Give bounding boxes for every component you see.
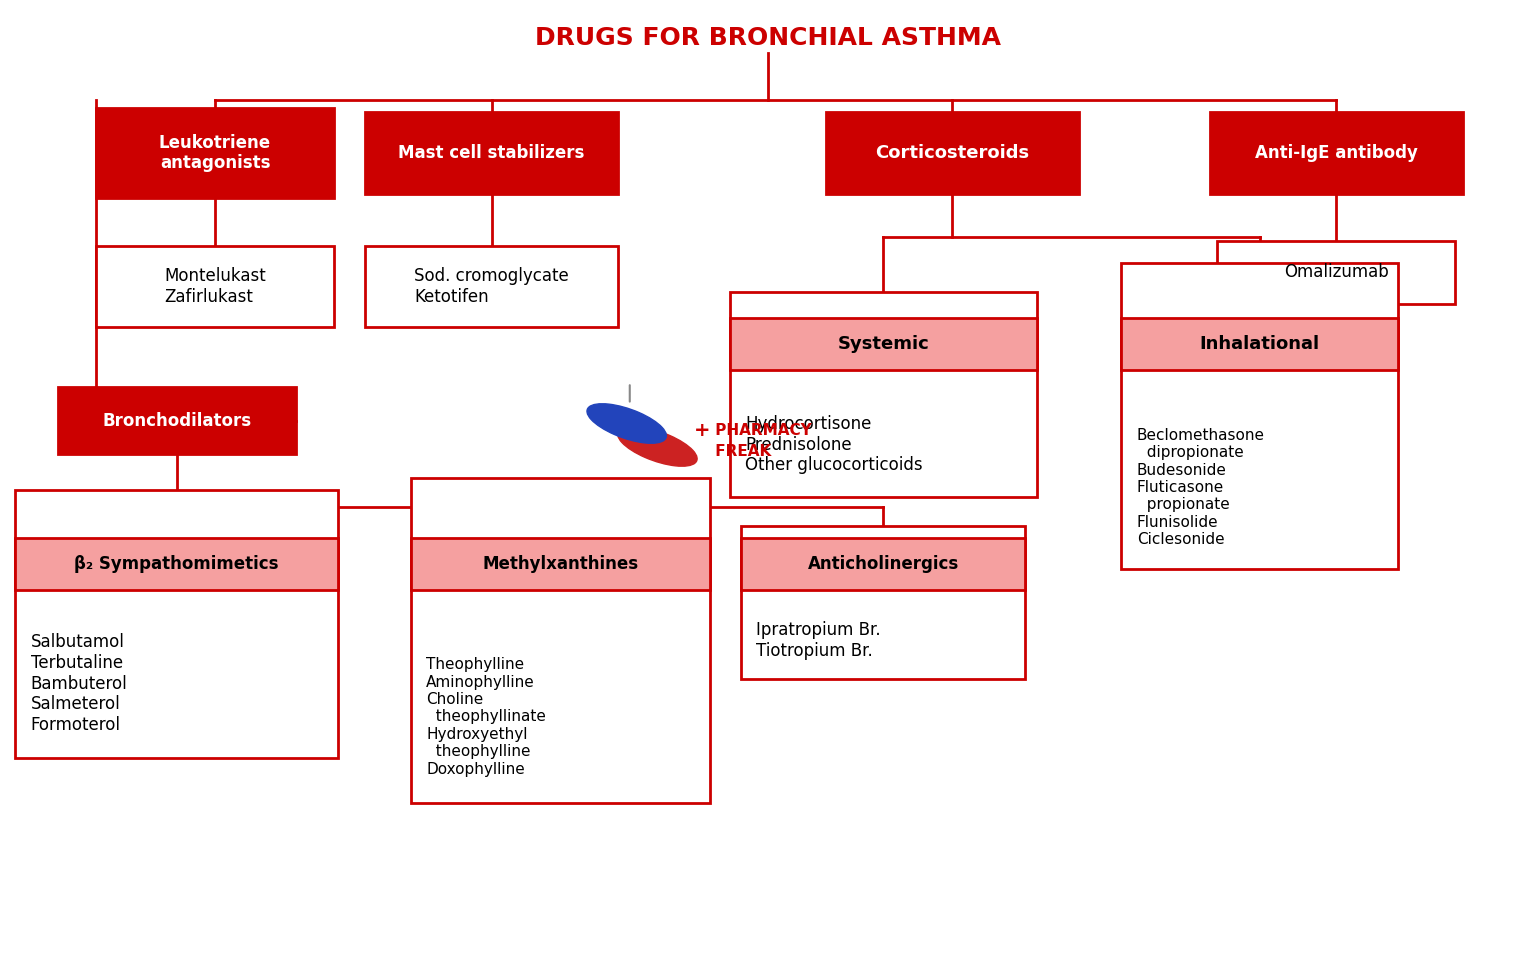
FancyBboxPatch shape bbox=[1209, 113, 1462, 194]
Text: Mast cell stabilizers: Mast cell stabilizers bbox=[398, 144, 585, 162]
Text: Anticholinergics: Anticholinergics bbox=[808, 555, 958, 573]
Text: Omalizumab: Omalizumab bbox=[1284, 264, 1389, 281]
Text: β₂ Sympathomimetics: β₂ Sympathomimetics bbox=[74, 555, 280, 573]
Text: +: + bbox=[694, 421, 711, 440]
Text: Hydrocortisone
Prednisolone
Other glucocorticoids: Hydrocortisone Prednisolone Other glucoc… bbox=[745, 415, 923, 474]
Ellipse shape bbox=[617, 426, 697, 467]
FancyBboxPatch shape bbox=[364, 247, 617, 328]
Text: PHARMACY: PHARMACY bbox=[710, 423, 811, 438]
FancyBboxPatch shape bbox=[1121, 263, 1398, 569]
FancyBboxPatch shape bbox=[58, 387, 295, 454]
Text: Bronchodilators: Bronchodilators bbox=[101, 412, 252, 429]
Ellipse shape bbox=[587, 403, 667, 444]
Text: Leukotriene
antagonists: Leukotriene antagonists bbox=[160, 134, 270, 172]
FancyBboxPatch shape bbox=[97, 247, 335, 328]
Text: Systemic: Systemic bbox=[837, 336, 929, 353]
Text: Anti-IgE antibody: Anti-IgE antibody bbox=[1255, 144, 1418, 162]
Text: Sod. cromoglycate
Ketotifen: Sod. cromoglycate Ketotifen bbox=[415, 268, 568, 306]
FancyBboxPatch shape bbox=[15, 538, 338, 591]
FancyBboxPatch shape bbox=[364, 113, 617, 194]
FancyBboxPatch shape bbox=[730, 292, 1037, 497]
Text: Beclomethasone
  dipropionate
Budesonide
Fluticasone
  propionate
Flunisolide
Ci: Beclomethasone dipropionate Budesonide F… bbox=[1137, 428, 1264, 547]
FancyBboxPatch shape bbox=[825, 113, 1078, 194]
FancyBboxPatch shape bbox=[15, 489, 338, 757]
Text: Salbutamol
Terbutaline
Bambuterol
Salmeterol
Formoterol: Salbutamol Terbutaline Bambuterol Salmet… bbox=[31, 633, 127, 734]
Text: Ipratropium Br.
Tiotropium Br.: Ipratropium Br. Tiotropium Br. bbox=[756, 621, 882, 660]
Text: Theophylline
Aminophylline
Choline
  theophyllinate
Hydroxyethyl
  theophylline
: Theophylline Aminophylline Choline theop… bbox=[425, 658, 547, 776]
Text: Inhalational: Inhalational bbox=[1200, 336, 1319, 353]
FancyBboxPatch shape bbox=[730, 317, 1037, 370]
FancyBboxPatch shape bbox=[740, 526, 1026, 679]
FancyBboxPatch shape bbox=[740, 538, 1026, 591]
FancyBboxPatch shape bbox=[410, 478, 710, 803]
FancyBboxPatch shape bbox=[1121, 317, 1398, 370]
FancyBboxPatch shape bbox=[410, 538, 710, 591]
Text: DRUGS FOR BRONCHIAL ASTHMA: DRUGS FOR BRONCHIAL ASTHMA bbox=[535, 26, 1001, 51]
FancyBboxPatch shape bbox=[97, 108, 335, 199]
FancyBboxPatch shape bbox=[1217, 242, 1456, 304]
Text: Methylxanthines: Methylxanthines bbox=[482, 555, 639, 573]
Text: Montelukast
Zafirlukast: Montelukast Zafirlukast bbox=[164, 268, 266, 306]
Text: Corticosteroids: Corticosteroids bbox=[876, 144, 1029, 162]
Text: FREAK: FREAK bbox=[710, 444, 771, 459]
